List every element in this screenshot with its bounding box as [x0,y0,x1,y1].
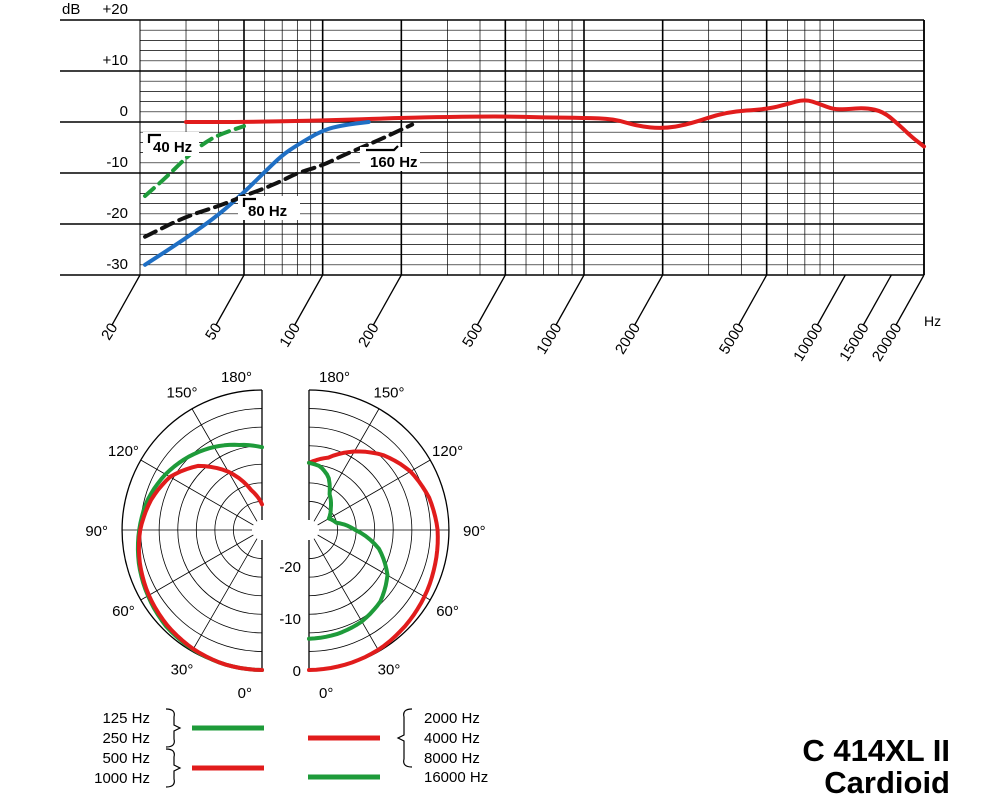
legend: 125 Hz 250 Hz 500 Hz 1000 Hz 2000 Hz 4000 Hz 8… [94,708,488,788]
fr-x-tick [738,274,768,326]
fr-series-line [143,122,415,239]
polar-spoke [317,459,431,526]
legend-label: 16000 Hz [424,769,488,786]
fr-x-tick-label: 20 [98,320,121,343]
fr-x-tick [215,274,245,326]
polar-spoke [140,534,254,601]
polar-series-line [136,463,264,672]
legend-brace [165,748,182,788]
annotation-label: 40 Hz [153,139,192,156]
fr-x-tick [294,274,324,326]
fr-y-tick-label: 0 [120,103,128,120]
fr-x-tick [816,274,846,326]
legend-label: 8000 Hz [424,750,480,767]
fr-y-axis: dB +20 +10 0 -10 -20 -30 [62,1,128,273]
legend-label: 500 Hz [102,750,150,767]
fr-y-tick-label: -10 [106,154,128,171]
chart-subtitle: Cardioid [824,765,950,800]
legend-label: 125 Hz [102,710,150,727]
fr-x-unit: Hz [924,313,941,329]
chart-title: C 414XL II [802,733,950,768]
fr-x-tick-label: 500 [459,320,487,350]
polar-series-line [135,442,264,672]
polar-angle-label: 120° [108,443,139,460]
fr-series-line [143,120,371,267]
fr-y-tick-label: -20 [106,205,128,222]
polar-angle-label: 150° [166,384,197,401]
fr-x-axis: 20 50 100 200 500 1000 2000 5000 10000 1500020000… [98,274,941,364]
annotation-label: 160 Hz [370,154,418,171]
fr-y-unit: dB [62,1,80,18]
polar-radial-label: 0 [293,663,301,680]
polar-labels: 180° 180° 150° 150° 120° 120° 90° 90° 60° 60° 30° 3… [85,369,485,702]
fr-x-tick-label: 2000 [612,320,644,357]
polar-spoke [191,538,258,652]
fr-series-line [143,124,246,198]
polar-series-line [307,449,440,672]
fr-x-tick-label: 10000 [790,320,827,364]
fr-x-tick-label: 15000 [836,320,873,364]
fr-x-tick [476,274,506,326]
fr-x-tick-label: 50 [202,320,225,343]
polar-series-group [135,442,440,672]
fr-x-tick [372,274,402,326]
fr-y-tick-label: -30 [106,256,128,273]
polar-series-line [307,460,390,641]
polar-spoke [140,459,254,526]
polar-angle-label: 120° [432,443,463,460]
polar-angle-label: 180° [319,369,350,386]
fr-x-tick-label: 100 [276,320,304,350]
polar-angle-label: 150° [373,384,404,401]
polar-angle-label: 180° [221,369,252,386]
fr-x-tick [895,274,925,326]
legend-brace [165,708,182,748]
annotation-bracket [242,197,256,207]
legend-label: 4000 Hz [424,730,480,747]
fr-x-tick [862,274,892,326]
polar-angle-label: 30° [378,662,401,679]
fr-x-tick-label: 5000 [716,320,748,357]
fr-y-tick-label: +20 [103,1,128,18]
annotation-bracket [147,133,161,143]
fr-x-tick-label: 20000 [869,320,906,364]
fr-x-tick [634,274,664,326]
fr-x-tick [555,274,585,326]
polar-pattern-chart: 180° 180° 150° 150° 120° 120° 90° 90° 60° 60° 30° 3… [85,369,485,702]
polar-angle-label: 90° [85,523,108,540]
legend-label: 2000 Hz [424,710,480,727]
fr-x-tick-label: 1000 [533,320,565,357]
fr-series-group [143,98,926,267]
legend-label: 250 Hz [102,730,150,747]
fr-series-line [184,98,926,149]
polar-radial-label: -20 [279,559,301,576]
polar-angle-label: 0° [319,685,333,702]
polar-angle-label: 60° [436,603,459,620]
annotation-bracket [366,145,399,152]
polar-spoke [191,408,258,522]
fr-x-tick-label: 200 [355,320,383,350]
polar-spoke [313,538,380,652]
polar-angle-label: 60° [112,603,135,620]
polar-angle-label: 30° [171,662,194,679]
polar-angle-label: 90° [463,523,486,540]
polar-spoke [313,408,380,522]
fr-annotations: 40 Hz 80 Hz 160 Hz [143,132,420,220]
polar-spoke [317,534,431,601]
polar-radial-label: -10 [279,611,301,628]
fr-x-tick [111,274,141,326]
legend-label: 1000 Hz [94,770,150,787]
legend-brace [396,708,413,768]
polar-angle-label: 0° [238,685,252,702]
annotation-label: 80 Hz [248,203,287,220]
polar-grid [121,389,450,671]
fr-y-tick-label: +10 [103,52,128,69]
frequency-response-chart: dB +20 +10 0 -10 -20 -30 20 50 100 200 500 1000 2000… [60,1,941,364]
